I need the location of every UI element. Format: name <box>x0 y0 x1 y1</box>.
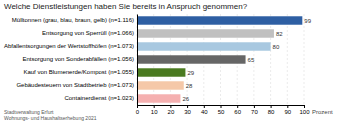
tick: 20 <box>168 105 175 115</box>
bar <box>137 29 274 37</box>
tick-label: 30 <box>184 109 191 115</box>
tick: 80 <box>268 105 275 115</box>
tick-label: 90 <box>284 109 291 115</box>
tick-label: Mülltonnen (grau, blau, braun, gelb) (n=… <box>12 17 134 23</box>
tick: Abfallentsorgungen der Wertstoffhöfen (n… <box>4 43 134 49</box>
tick-mark <box>221 105 222 108</box>
tick-label: 70 <box>251 109 258 115</box>
grid-line <box>270 14 271 105</box>
tick: 70 <box>251 105 258 115</box>
tick: 100 <box>299 105 310 115</box>
x-axis: 0 10 20 30 40 50 60 70 80 90 100 <box>136 105 310 115</box>
tick: 90 <box>284 105 291 115</box>
tick-label: Containerdienst (n=1.023) <box>64 95 134 101</box>
data-label: 29 <box>187 70 194 76</box>
tick-mark <box>271 105 272 108</box>
tick-label: 20 <box>168 109 175 115</box>
tick-label: 40 <box>201 109 208 115</box>
bar <box>137 81 184 89</box>
tick-mark <box>154 105 155 108</box>
tick: 10 <box>151 105 158 115</box>
tick: 0 <box>136 105 140 115</box>
chart-container: 99 82 80 65 29 28 26 0 10 20 30 40 50 60 70 80 90 100 Müll… <box>0 0 338 123</box>
tick: 60 <box>234 105 241 115</box>
title: Welche Dienstleistungen haben Sie bereit… <box>4 2 248 11</box>
tick-mark <box>170 105 171 108</box>
tick-mark <box>187 105 188 108</box>
grid-line <box>287 14 288 105</box>
tick-label: Abfallentsorgungen der Wertstoffhöfen (n… <box>4 43 134 49</box>
bar <box>137 68 185 76</box>
data-label: 99 <box>304 18 311 24</box>
tick-label: 0 <box>136 109 140 115</box>
tick-label: Kauf von Blumenerde/Kompost (n=1.055) <box>23 69 134 75</box>
tick-label: 10 <box>151 109 158 115</box>
axis-line <box>138 106 305 109</box>
data-label: 26 <box>182 96 189 102</box>
tick-label: Entsorgung von Sperrüll (n=1.066) <box>42 30 134 36</box>
y-axis: Mülltonnen (grau, blau, braun, gelb) (n=… <box>4 15 138 106</box>
grid-line <box>304 14 305 105</box>
data-label: 28 <box>186 83 193 89</box>
chart-svg: 99 82 80 65 29 28 26 0 10 20 30 40 50 60 70 80 90 100 Müll… <box>0 0 338 123</box>
tick-mark <box>287 105 288 108</box>
tick-label: 100 <box>299 109 310 115</box>
tick: Kauf von Blumenerde/Kompost (n=1.055) <box>23 69 134 75</box>
tick-mark <box>254 105 255 108</box>
data-labels: 99 82 80 65 29 28 26 <box>182 18 311 102</box>
grid <box>137 14 304 105</box>
bar <box>137 16 302 24</box>
data-label: 82 <box>276 31 283 37</box>
tick: Entsorgung von Sonderabfällen (n=1.056) <box>22 56 134 62</box>
tick-label: Entsorgung von Sonderabfällen (n=1.056) <box>22 56 134 62</box>
tick: 30 <box>184 105 191 115</box>
tick: Gebäudesteuern von Stadtbetrieb (n=1.073… <box>16 82 134 88</box>
x-axis-label: Prozent <box>312 109 333 115</box>
tick: Entsorgung von Sperrüll (n=1.066) <box>42 30 134 36</box>
data-label: 80 <box>273 44 280 50</box>
tick-label: 80 <box>268 109 275 115</box>
tick-mark <box>304 105 305 108</box>
axis-line <box>137 15 138 106</box>
data-label: 65 <box>248 57 255 63</box>
bar <box>137 42 271 50</box>
tick-label: 60 <box>234 109 241 115</box>
bar <box>137 55 246 63</box>
tick-mark <box>237 105 238 108</box>
plot: 99 82 80 65 29 28 26 0 10 20 30 40 50 60 70 80 90 100 Müll… <box>4 14 312 115</box>
tick: 40 <box>201 105 208 115</box>
tick: Containerdienst (n=1.023) <box>64 95 134 101</box>
bars <box>137 16 302 102</box>
bar <box>137 94 180 102</box>
tick: 50 <box>218 105 225 115</box>
tick-label: 50 <box>218 109 225 115</box>
grid-line <box>137 14 138 105</box>
tick-mark <box>204 105 205 108</box>
tick: Mülltonnen (grau, blau, braun, gelb) (n=… <box>12 17 134 23</box>
tick-label: Gebäudesteuern von Stadtbetrieb (n=1.073… <box>16 82 134 88</box>
footnote: Wohnungs- und Haushaltserhebung 2021 <box>4 115 97 121</box>
